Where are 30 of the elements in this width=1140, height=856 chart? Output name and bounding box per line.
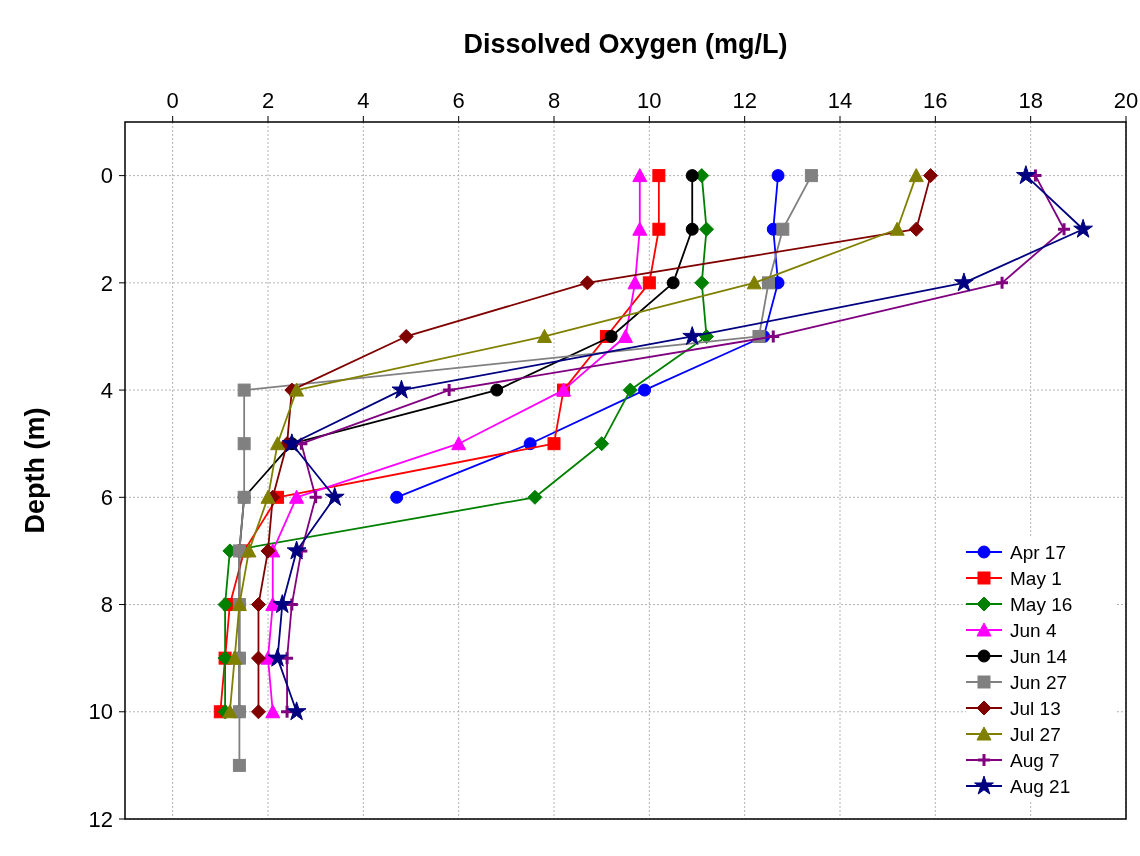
x-tick-label: 4 bbox=[357, 88, 370, 113]
legend-label: Jun 27 bbox=[1010, 671, 1068, 693]
x-tick-label: 8 bbox=[547, 88, 561, 113]
legend-label: May 1 bbox=[1010, 567, 1062, 589]
x-tick-label: 14 bbox=[827, 88, 853, 113]
y-tick-label: 10 bbox=[88, 699, 113, 725]
legend-label: Aug 21 bbox=[1010, 775, 1071, 797]
x-axis-title: Dissolved Oxygen (mg/L) bbox=[463, 29, 788, 59]
legend-label: Jul 27 bbox=[1010, 723, 1061, 745]
x-tick-label: 2 bbox=[261, 88, 275, 113]
y-axis-title: Depth (m) bbox=[20, 407, 50, 534]
x-tick-label: 12 bbox=[732, 88, 757, 113]
legend-label: May 16 bbox=[1010, 593, 1073, 615]
x-tick-label: 10 bbox=[637, 88, 662, 113]
x-tick-label: 16 bbox=[923, 88, 948, 113]
legend-label: Jun 14 bbox=[1010, 645, 1068, 667]
x-tick-label: 6 bbox=[452, 88, 465, 113]
y-tick-label: 12 bbox=[88, 806, 113, 832]
legend-label: Jul 13 bbox=[1010, 697, 1061, 719]
y-tick-label: 2 bbox=[100, 270, 113, 296]
legend-label: Apr 17 bbox=[1010, 541, 1066, 563]
y-tick-label: 0 bbox=[100, 163, 113, 189]
legend-label: Jun 4 bbox=[1010, 619, 1057, 641]
x-tick-label: 0 bbox=[166, 88, 179, 113]
y-tick-label: 6 bbox=[100, 485, 113, 511]
y-tick-label: 4 bbox=[100, 377, 113, 403]
x-tick-label: 18 bbox=[1018, 88, 1043, 113]
x-tick-label: 20 bbox=[1113, 88, 1139, 113]
legend-label: Aug 7 bbox=[1010, 749, 1060, 771]
y-tick-label: 8 bbox=[100, 592, 113, 618]
